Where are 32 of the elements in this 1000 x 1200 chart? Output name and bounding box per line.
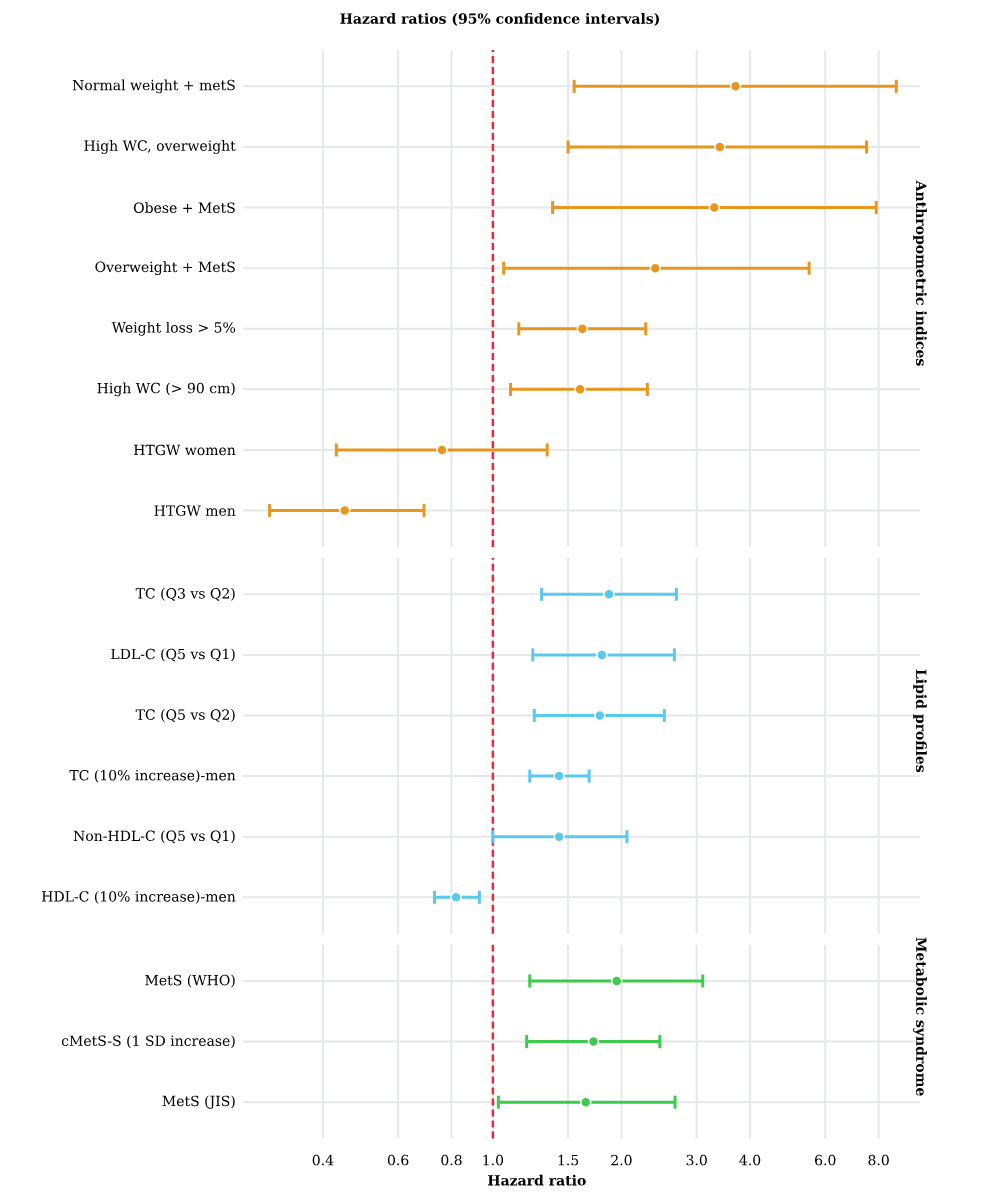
x-tick-label: 0.8 <box>441 1154 462 1166</box>
y-axis-title: Anthropometric indices <box>913 180 927 366</box>
y-tick-label: HTGW women <box>134 444 236 456</box>
y-axis-title: Lipid profiles <box>913 669 927 773</box>
y-tick-label: Obese + MetS <box>133 202 235 213</box>
x-tick-label: 8.0 <box>868 1154 889 1166</box>
x-tick-label: 0.6 <box>387 1154 409 1166</box>
y-tick-label: HTGW men <box>154 505 236 516</box>
y-tick-label: Normal weight + metS <box>72 79 235 94</box>
y-tick-label: HDL-C (10% increase)-men <box>42 890 236 904</box>
y-tick-label: Non-HDL-C (Q5 vs Q1) <box>73 830 235 844</box>
chart-title: Hazard ratios (95% confidence intervals) <box>340 13 659 26</box>
y-tick-label: TC (Q5 vs Q2) <box>135 709 235 722</box>
x-tick-label: 3.0 <box>686 1154 707 1166</box>
x-tick-label: 4.0 <box>739 1154 761 1166</box>
x-tick-label: 2.0 <box>611 1154 632 1166</box>
y-tick-label: LDL-C (Q5 vs Q1) <box>111 648 235 662</box>
x-tick-label: 1.5 <box>558 1154 579 1166</box>
x-axis-title: Hazard ratio <box>488 1174 586 1186</box>
y-tick-label: MetS (JIS) <box>162 1095 235 1109</box>
x-tick-label: 6.0 <box>815 1154 836 1166</box>
y-tick-label: cMetS-S (1 SD increase) <box>61 1035 235 1049</box>
y-tick-label: TC (Q3 vs Q2) <box>135 587 235 601</box>
x-tick-label: 0.4 <box>312 1154 334 1166</box>
y-tick-label: Weight loss > 5% <box>111 321 236 336</box>
y-tick-label: Overweight + MetS <box>95 261 235 276</box>
y-tick-label: High WC, overweight <box>84 140 236 154</box>
y-tick-label: TC (10% increase)-men <box>69 769 236 783</box>
y-tick-label: High WC (> 90 cm) <box>97 382 235 397</box>
y-tick-label: MetS (WHO) <box>145 974 235 988</box>
y-axis-title: Metabolic syndrome <box>913 937 927 1096</box>
x-tick-label: 1.0 <box>483 1154 504 1166</box>
